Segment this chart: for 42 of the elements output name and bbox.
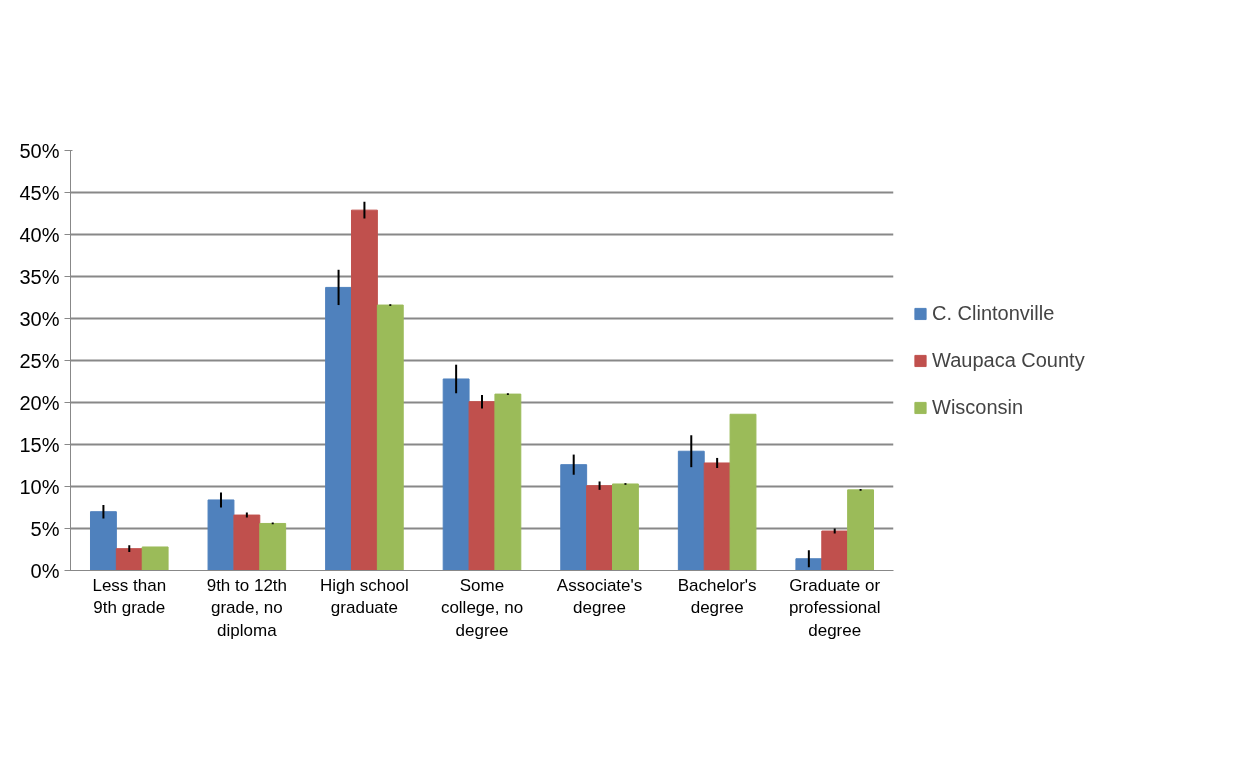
- bar: [233, 514, 261, 571]
- bar: [115, 548, 143, 571]
- y-tick-label: 20%: [19, 391, 60, 414]
- bar: [586, 485, 613, 571]
- y-tick-label: 10%: [19, 475, 60, 498]
- bar: [612, 483, 639, 571]
- bar: [89, 511, 117, 571]
- y-tick-label: 5%: [30, 517, 60, 540]
- y-tick-label: 25%: [19, 349, 60, 372]
- legend-label: Waupaca County: [932, 348, 1085, 372]
- bar: [207, 499, 235, 571]
- x-tick-label: Less than 9th grade: [92, 575, 167, 618]
- bar: [325, 286, 352, 571]
- y-tick-label: 35%: [19, 265, 60, 288]
- x-tick-label: Graduate or professional degree: [788, 575, 881, 641]
- bar: [351, 209, 378, 571]
- x-tick-label: Associate's degree: [556, 575, 643, 618]
- y-tick-label: 0%: [30, 559, 60, 582]
- x-tick-label: High school graduate: [320, 575, 409, 618]
- bar: [376, 304, 404, 571]
- bar: [729, 413, 757, 571]
- x-tick-label: Some college, no degree: [440, 575, 524, 641]
- bar: [677, 450, 705, 571]
- legend-label: C. Clintonville: [932, 301, 1055, 325]
- x-tick-label: Bachelor's degree: [677, 575, 757, 618]
- bar: [703, 462, 731, 571]
- y-tick-label: 15%: [19, 433, 60, 456]
- bar: [141, 546, 169, 571]
- y-tick-label: 30%: [19, 307, 60, 330]
- bar: [494, 393, 522, 571]
- y-tick-label: 50%: [19, 139, 60, 162]
- legend-label: Wisconsin: [932, 395, 1024, 419]
- y-tick-label: 40%: [19, 223, 60, 246]
- bar: [821, 530, 849, 571]
- y-tick-label: 45%: [19, 181, 60, 204]
- bar: [795, 558, 823, 571]
- bar: [560, 464, 588, 571]
- bar: [442, 378, 470, 571]
- bar: [847, 489, 875, 571]
- bar: [259, 522, 287, 571]
- x-tick-label: 9th to 12th grade, no diploma: [206, 575, 288, 641]
- bar: [468, 401, 496, 571]
